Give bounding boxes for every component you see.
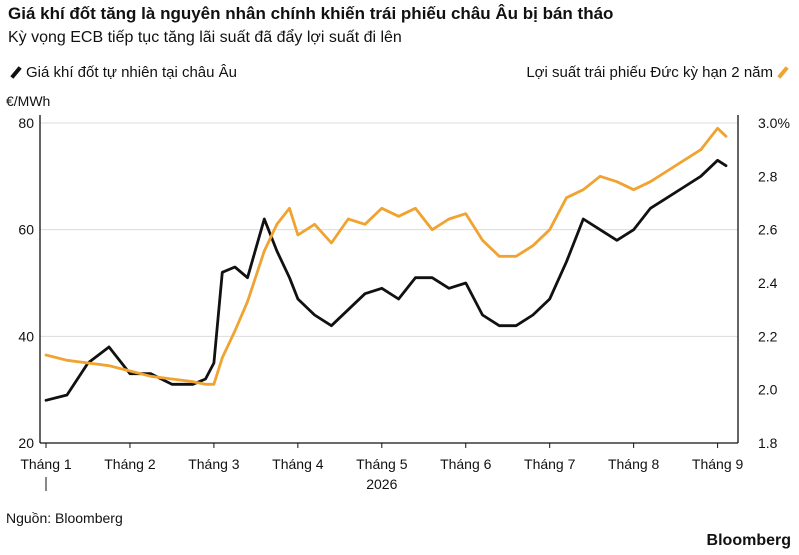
y-left-unit-label: €/MWh	[6, 93, 51, 109]
x-tick-2: Tháng 2	[104, 456, 156, 472]
x-tick-4: Tháng 4	[272, 456, 324, 472]
x-tick-3: Tháng 3	[188, 456, 240, 472]
x-tick-1: Tháng 1	[20, 456, 72, 472]
legend-yield: Lợi suất trái phiếu Đức kỳ hạn 2 năm	[526, 64, 793, 81]
series-line-gas	[44, 158, 728, 402]
y-right-tick-3: 2.4	[758, 275, 778, 291]
y-left-tick-40: 40	[18, 328, 34, 344]
x-year-label: 2026	[366, 476, 397, 492]
brand-logo: Bloomberg	[706, 532, 791, 549]
y-left-tick-20: 20	[18, 435, 34, 451]
x-tick-7: Tháng 7	[524, 456, 576, 472]
y-left-tick-60: 60	[18, 222, 34, 238]
y-right-tick-0: 3.0%	[758, 115, 790, 131]
series-line-yield	[44, 126, 728, 386]
x-tick-6: Tháng 6	[440, 456, 492, 472]
legend-yield-label: Lợi suất trái phiếu Đức kỳ hạn 2 năm	[526, 64, 773, 81]
chart-subtitle: Kỳ vọng ECB tiếp tục tăng lãi suất đã đẩ…	[8, 29, 402, 46]
legend-gas: Giá khí đốt tự nhiên tại châu Âu	[6, 64, 237, 81]
y-right-tick-2: 2.6	[758, 222, 778, 238]
y-right-tick-5: 2.0	[758, 382, 778, 398]
x-tick-8: Tháng 8	[608, 456, 660, 472]
source-note: Nguồn: Bloomberg	[6, 510, 123, 526]
chart-title: Giá khí đốt tăng là nguyên nhân chính kh…	[8, 4, 614, 23]
y-left-tick-80: 80	[18, 115, 34, 131]
x-tick-5: Tháng 5	[356, 456, 408, 472]
legend-gas-label: Giá khí đốt tự nhiên tại châu Âu	[26, 64, 238, 81]
y-right-tick-1: 2.8	[758, 168, 778, 184]
x-tick-9: Tháng 9	[692, 456, 744, 472]
y-right-tick-6: 1.8	[758, 435, 778, 451]
y-right-tick-4: 2.2	[758, 328, 778, 344]
